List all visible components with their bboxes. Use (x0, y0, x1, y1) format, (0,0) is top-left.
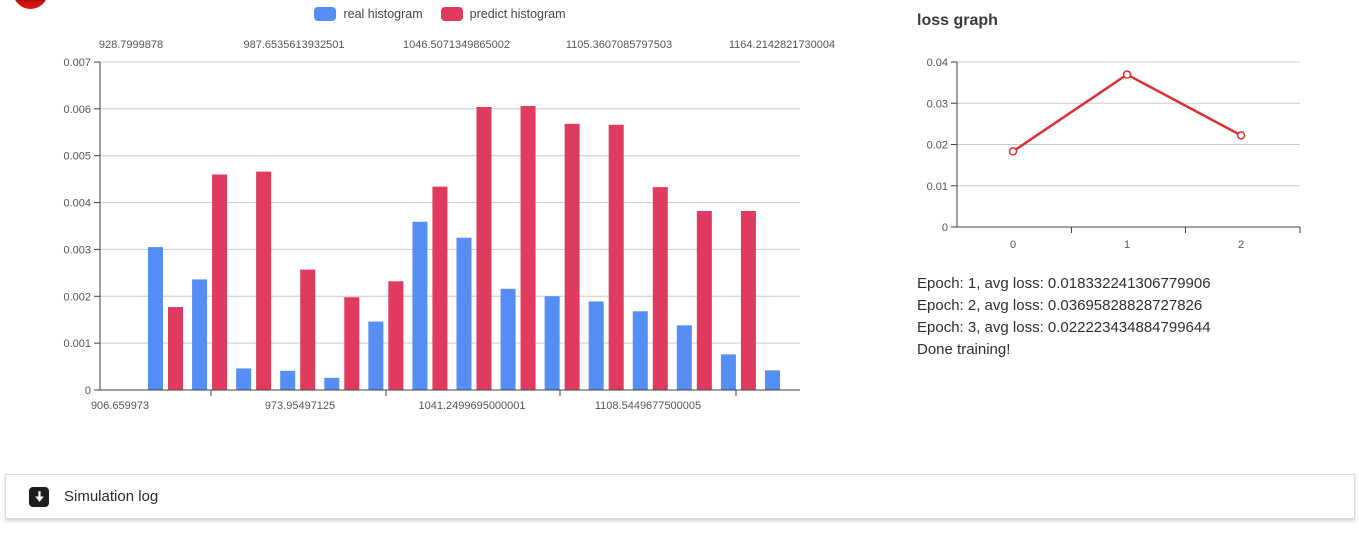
legend-item: real histogram (314, 7, 423, 21)
loss-graph-chart: 0 0.01 0.02 0.03 0.04 0 1 2 (927, 57, 1301, 251)
training-log-line: Epoch: 1, avg loss: 0.018332241306779906 (917, 275, 1211, 292)
svg-text:0: 0 (1010, 239, 1016, 251)
svg-text:0.004: 0.004 (63, 198, 91, 210)
svg-text:0.007: 0.007 (63, 57, 91, 69)
histogram-legend: real histogram predict histogram (0, 7, 880, 21)
svg-text:1041.2499695000001: 1041.2499695000001 (418, 400, 525, 412)
svg-text:0.003: 0.003 (63, 244, 91, 256)
training-log-line: Epoch: 2, avg loss: 0.03695828828727826 (917, 297, 1203, 314)
svg-text:1046.5071349865002: 1046.5071349865002 (403, 39, 510, 51)
legend-swatch-icon (314, 7, 337, 21)
svg-text:987.6535613932501: 987.6535613932501 (244, 39, 345, 51)
legend-label: real histogram (343, 7, 423, 21)
training-log-line: Done training! (917, 341, 1011, 358)
svg-text:0.03: 0.03 (927, 98, 948, 110)
svg-text:1164.2142821730004: 1164.2142821730004 (729, 39, 835, 51)
legend-item: predict histogram (440, 7, 566, 21)
legend-label: predict histogram (469, 7, 566, 21)
svg-text:0.02: 0.02 (927, 140, 948, 152)
svg-text:0: 0 (85, 385, 91, 397)
svg-text:906.659973: 906.659973 (91, 400, 149, 412)
legend-swatch-icon (440, 7, 463, 21)
svg-text:0.001: 0.001 (63, 338, 91, 350)
svg-text:973.95497125: 973.95497125 (265, 400, 335, 412)
svg-text:0.002: 0.002 (63, 291, 91, 303)
svg-text:2: 2 (1238, 239, 1244, 251)
loss-graph-title: loss graph (917, 12, 998, 29)
svg-text:0.04: 0.04 (927, 57, 948, 69)
brand-logo-partial (13, 0, 48, 9)
simulation-log-bar[interactable]: Simulation log (5, 474, 1355, 519)
simulation-log-label: Simulation log (64, 488, 159, 505)
histogram-chart: 0 0.001 0.002 0.003 0.004 0.005 0.006 0.007 928.… (63, 39, 835, 412)
svg-text:928.7999878: 928.7999878 (99, 39, 163, 51)
svg-text:0.006: 0.006 (63, 104, 91, 116)
svg-text:1108.5449677500005: 1108.5449677500005 (595, 400, 701, 412)
svg-text:0.005: 0.005 (63, 151, 91, 163)
svg-text:0: 0 (942, 222, 948, 234)
svg-text:1105.3607085797503: 1105.3607085797503 (566, 39, 672, 51)
training-log: Epoch: 1, avg loss: 0.018332241306779906… (917, 273, 1211, 361)
svg-text:1: 1 (1124, 239, 1130, 251)
download-arrow-icon[interactable] (29, 486, 49, 507)
svg-text:0.01: 0.01 (927, 181, 948, 193)
training-log-line: Epoch: 3, avg loss: 0.022223434884799644 (917, 319, 1211, 336)
